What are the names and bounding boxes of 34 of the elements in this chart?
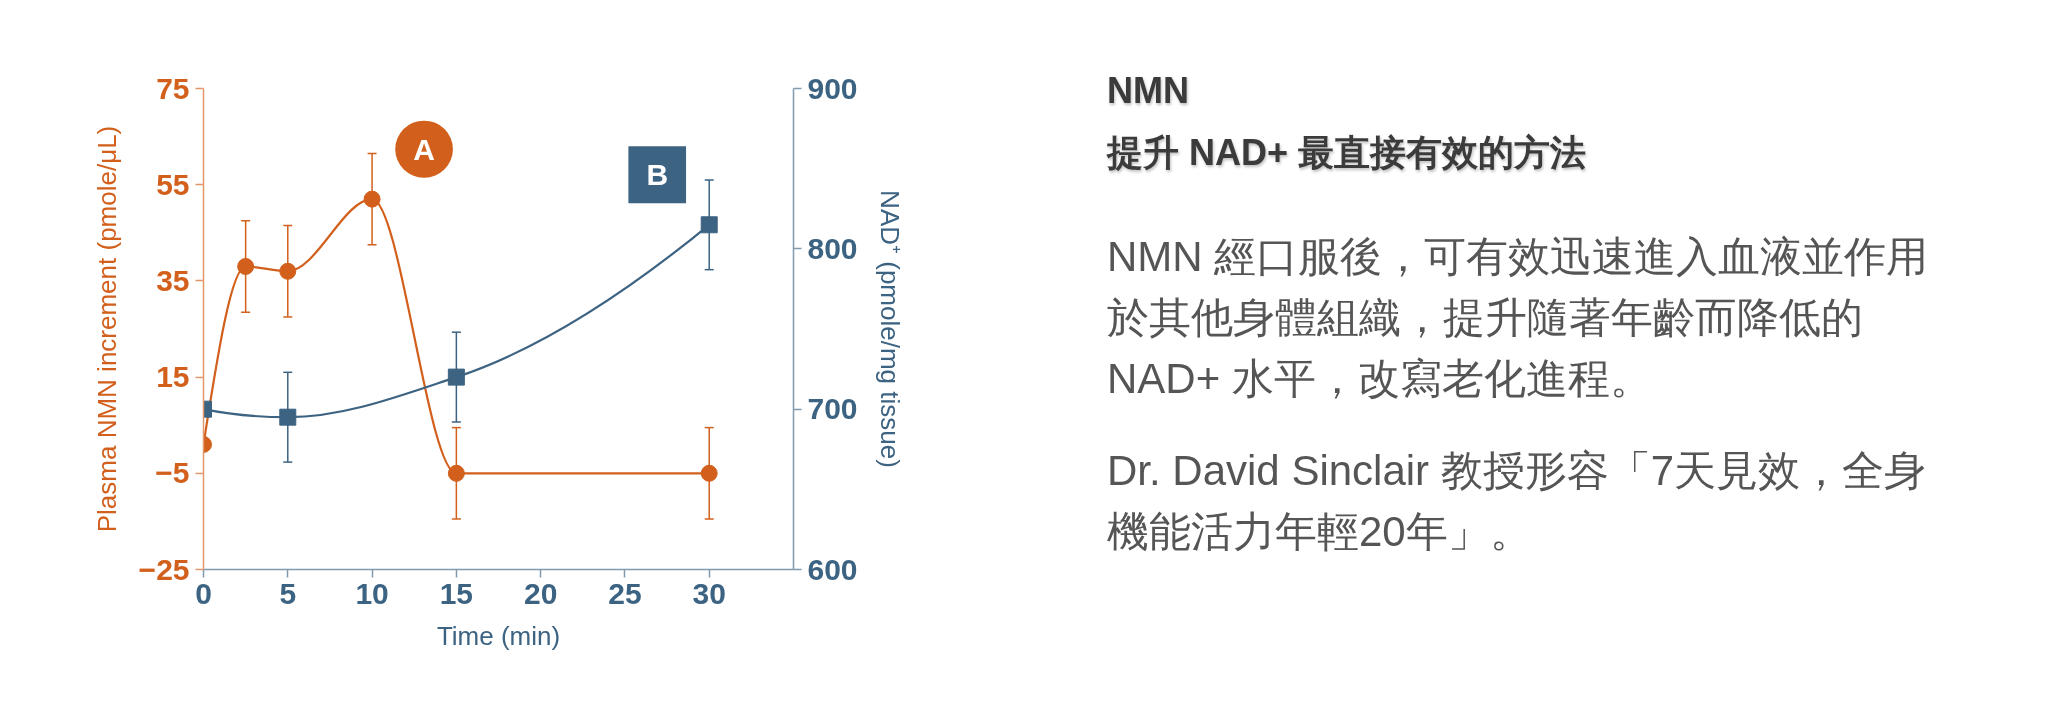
point bbox=[447, 368, 465, 386]
x-tick-label: 25 bbox=[608, 576, 642, 610]
series-label: B bbox=[646, 158, 669, 192]
y2-axis-title: NAD⁺ (pmole/mg tissue) bbox=[874, 190, 905, 468]
point bbox=[237, 257, 255, 275]
x-tick-label: 5 bbox=[279, 576, 297, 610]
y2-tick-label: 900 bbox=[807, 71, 858, 105]
y-tick-label: 15 bbox=[156, 360, 190, 394]
series-label: A bbox=[413, 132, 435, 166]
y2-tick-label: 800 bbox=[807, 231, 858, 265]
text: NMN 經口服後，可有效迅速進入血液並作用於其他身體組織，提升隨著年齡而降低的 NAD+ 水平，改寫老化進程。 bbox=[1107, 232, 1930, 404]
y2-tick-label: 600 bbox=[807, 552, 858, 586]
x-tick-label: 30 bbox=[692, 576, 726, 610]
x-tick-label: 20 bbox=[523, 576, 558, 610]
text: 提升 NAD+ 最直接有效的方法 bbox=[1107, 131, 1588, 175]
y-tick-label: −25 bbox=[138, 552, 190, 586]
text: NMN bbox=[1107, 69, 1190, 113]
x-tick-label: 10 bbox=[355, 576, 389, 610]
point bbox=[700, 464, 718, 482]
point bbox=[279, 408, 297, 426]
y-tick-label: 75 bbox=[156, 71, 190, 105]
y-tick-label: 35 bbox=[156, 263, 190, 297]
y-tick-label: 55 bbox=[156, 167, 190, 201]
point bbox=[447, 464, 465, 482]
y-axis-title: Plasma NMN increment (pmole/μL) bbox=[91, 125, 122, 533]
y-tick-label: −5 bbox=[155, 456, 190, 490]
point bbox=[363, 190, 381, 208]
x-axis-title: Time (min) bbox=[436, 620, 561, 651]
y2-tick-label: 700 bbox=[807, 392, 858, 426]
point bbox=[700, 216, 718, 234]
x-tick-label: 0 bbox=[195, 576, 212, 610]
x-tick-label: 15 bbox=[439, 576, 474, 610]
point bbox=[279, 262, 297, 280]
text: Dr. David Sinclair 教授形容「7天見效，全身機能活力年輕20年」。 bbox=[1107, 446, 1928, 557]
